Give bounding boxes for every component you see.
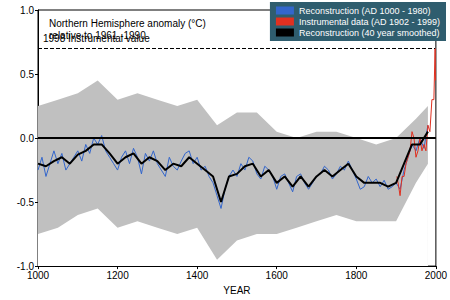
svg-text:1200: 1200 xyxy=(106,270,129,281)
svg-text:1600: 1600 xyxy=(266,270,289,281)
svg-text:Northern Hemisphere anomaly (°: Northern Hemisphere anomaly (°C) xyxy=(49,18,206,29)
svg-text:Reconstruction (40 year smooth: Reconstruction (40 year smoothed) xyxy=(299,28,440,38)
svg-text:-0.5: -0.5 xyxy=(17,197,35,208)
svg-text:1800: 1800 xyxy=(345,270,368,281)
svg-text:0.0: 0.0 xyxy=(20,133,34,144)
svg-text:-1.0: -1.0 xyxy=(16,260,34,272)
svg-text:relative to 1961 -1990: relative to 1961 -1990 xyxy=(49,30,146,41)
svg-text:2000: 2000 xyxy=(425,270,448,281)
svg-text:0.5: 0.5 xyxy=(20,69,34,80)
svg-text:1000: 1000 xyxy=(27,270,50,281)
svg-text:YEAR: YEAR xyxy=(223,285,250,296)
svg-text:1.0: 1.0 xyxy=(20,5,34,16)
svg-text:Reconstruction (AD 1000 - 1980: Reconstruction (AD 1000 - 1980) xyxy=(299,6,431,16)
svg-text:Instrumental data (AD 1902 - 1: Instrumental data (AD 1902 - 1999) xyxy=(299,17,440,27)
svg-text:1400: 1400 xyxy=(186,270,209,281)
